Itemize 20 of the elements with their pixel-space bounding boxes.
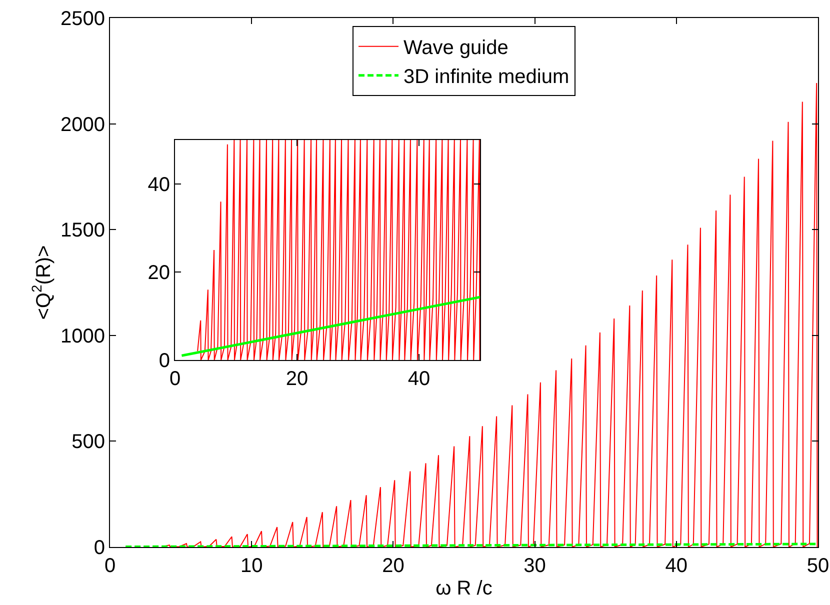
y-tick-label: 2000 (60, 114, 105, 136)
x-tick-label: 30 (524, 555, 546, 577)
y-tick-label: 500 (72, 431, 105, 454)
x-tick-label: 20 (286, 368, 308, 390)
y-tick-label: 1500 (60, 220, 105, 242)
x-tick-label: 40 (408, 368, 430, 390)
y-tick-label: 2500 (60, 8, 105, 30)
x-tick-label: 50 (806, 555, 830, 577)
x-tick-label: 40 (665, 555, 688, 577)
x-tick-label: 10 (240, 555, 263, 577)
y-tick-label: 0 (94, 537, 105, 559)
y-tick-label: 40 (148, 174, 170, 196)
x-tick-label: 20 (382, 555, 404, 577)
y-tick-label: 1000 (60, 325, 105, 348)
x-axis-title: ω R /c (436, 578, 492, 600)
legend-label: Wave guide (404, 37, 508, 60)
y-tick-label: 0 (158, 350, 170, 372)
y-tick-label: 20 (148, 262, 170, 284)
legend-label: 3D infinite medium (404, 66, 570, 88)
line-series (197, 140, 480, 360)
